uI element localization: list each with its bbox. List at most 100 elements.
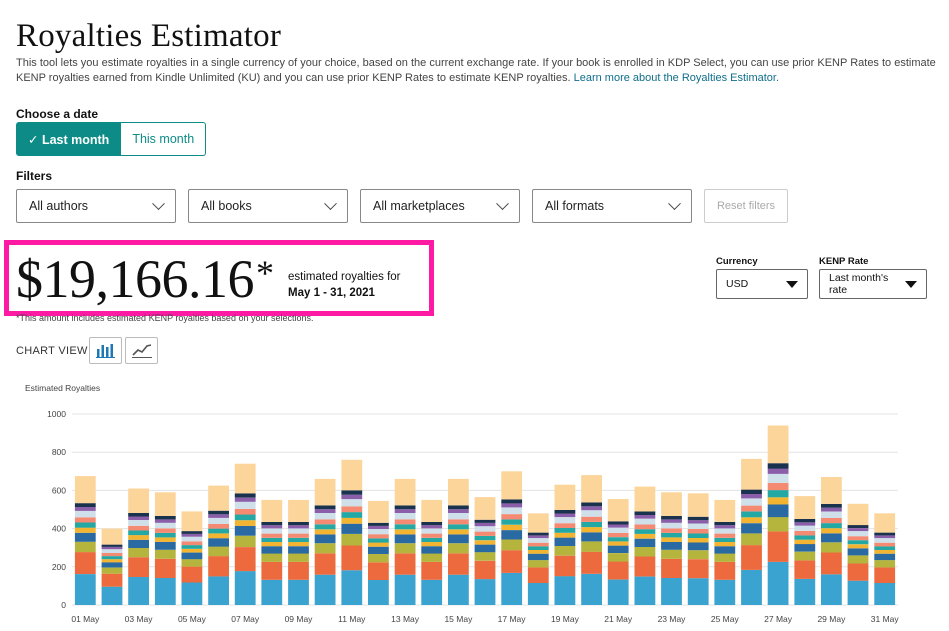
- bar-stack[interactable]: [394, 478, 416, 605]
- x-tick-label: 07 May: [231, 614, 260, 624]
- bar-segment: [741, 569, 762, 605]
- bar-segment: [634, 576, 656, 605]
- bar-segment: [741, 505, 762, 512]
- bar-stack[interactable]: [234, 463, 256, 605]
- x-tick-label: 21 May: [604, 614, 633, 624]
- bar-stack[interactable]: [474, 497, 496, 605]
- bar-segment: [661, 537, 682, 542]
- bar-segment: [714, 499, 736, 522]
- y-tick-label: 600: [52, 485, 66, 495]
- bar-segment: [847, 531, 869, 537]
- bar-stack[interactable]: [874, 513, 896, 605]
- bar-segment: [421, 522, 443, 526]
- bar-segment: [368, 562, 389, 580]
- bar-stack[interactable]: [687, 493, 709, 605]
- authors-filter[interactable]: All authors: [16, 189, 176, 223]
- reset-filters-button[interactable]: Reset filters: [704, 189, 788, 223]
- bar-segment: [847, 548, 869, 556]
- bar-segment: [554, 537, 576, 546]
- bar-stack[interactable]: [288, 499, 309, 605]
- bar-segment: [394, 543, 416, 554]
- this-month-button[interactable]: This month: [121, 122, 207, 156]
- books-filter[interactable]: All books: [188, 189, 348, 223]
- bar-segment: [288, 542, 309, 547]
- bar-stack[interactable]: [368, 500, 389, 605]
- bar-segment: [421, 525, 443, 529]
- line-chart-icon: [131, 344, 152, 358]
- bar-chart-icon: [96, 344, 115, 358]
- bar-segment: [261, 522, 283, 526]
- bar-stack[interactable]: [261, 499, 283, 605]
- bar-segment: [501, 499, 523, 504]
- bar-stack[interactable]: [501, 471, 523, 605]
- bar-stack[interactable]: [794, 496, 816, 605]
- bar-stack[interactable]: [581, 475, 602, 605]
- bar-stack[interactable]: [448, 478, 469, 605]
- formats-filter[interactable]: All formats: [532, 189, 692, 223]
- royalties-amount: $19,166.16: [16, 249, 255, 309]
- bar-segment: [821, 542, 842, 553]
- bar-stack[interactable]: [314, 478, 336, 605]
- kenp-rate-select[interactable]: Last month's rate: [819, 269, 927, 299]
- bar-stack[interactable]: [821, 477, 842, 605]
- bar-segment: [874, 532, 896, 536]
- bar-segment: [368, 554, 389, 563]
- chart-view-label: CHART VIEW: [16, 345, 88, 357]
- bar-stack[interactable]: [634, 486, 656, 605]
- bar-chart-button[interactable]: [89, 337, 122, 364]
- bar-stack[interactable]: [554, 484, 576, 605]
- last-month-button[interactable]: ✓ Last month: [16, 122, 122, 156]
- bar-segment: [527, 567, 549, 583]
- bar-segment: [607, 532, 629, 538]
- bar-segment: [714, 546, 736, 554]
- bar-stack[interactable]: [767, 425, 789, 606]
- currency-select[interactable]: USD: [716, 269, 808, 299]
- bar-segment: [687, 516, 709, 521]
- x-tick-label: 27 May: [764, 614, 793, 624]
- bar-segment: [128, 525, 149, 531]
- learn-more-link[interactable]: Learn more about the Royalties Estimator…: [573, 72, 780, 84]
- bar-stack[interactable]: [847, 503, 869, 605]
- bar-segment: [581, 516, 602, 522]
- bar-segment: [687, 520, 709, 524]
- bar-segment: [501, 539, 523, 551]
- bar-segment: [714, 528, 736, 534]
- bar-segment: [341, 499, 363, 507]
- bar-segment: [661, 492, 682, 516]
- bar-stack[interactable]: [714, 499, 736, 605]
- bar-segment: [714, 579, 736, 605]
- kenp-rate-value: Last month's rate: [829, 272, 889, 296]
- bar-segment: [687, 533, 709, 538]
- chevron-down-icon: [668, 196, 681, 210]
- bar-stack[interactable]: [74, 476, 96, 605]
- bar-segment: [661, 516, 682, 520]
- bar-stack[interactable]: [607, 499, 629, 605]
- bar-segment: [767, 517, 789, 532]
- line-chart-button[interactable]: [125, 337, 158, 364]
- bar-stack[interactable]: [421, 499, 443, 605]
- bar-segment: [208, 485, 229, 511]
- filters-label: Filters: [16, 169, 53, 183]
- bar-segment: [527, 583, 549, 605]
- bar-stack[interactable]: [741, 458, 762, 605]
- bar-segment: [448, 519, 469, 525]
- bar-segment: [767, 468, 789, 474]
- bar-stack[interactable]: [527, 513, 549, 605]
- bar-stack[interactable]: [154, 492, 176, 605]
- bar-segment: [741, 533, 762, 546]
- bar-stack[interactable]: [208, 485, 229, 605]
- marketplaces-filter[interactable]: All marketplaces: [360, 189, 520, 223]
- bar-segment: [634, 538, 656, 547]
- bar-segment: [474, 560, 496, 580]
- bar-segment: [154, 519, 176, 523]
- bar-stack[interactable]: [101, 528, 123, 605]
- bar-stack[interactable]: [128, 488, 149, 606]
- bar-stack[interactable]: [341, 459, 363, 605]
- bar-stack[interactable]: [181, 511, 203, 605]
- bar-stack[interactable]: [661, 492, 682, 605]
- marketplaces-filter-label: All marketplaces: [373, 199, 465, 213]
- bar-segment: [394, 513, 416, 520]
- bar-segment: [527, 542, 549, 547]
- bar-segment: [394, 524, 416, 530]
- bar-segment: [474, 526, 496, 532]
